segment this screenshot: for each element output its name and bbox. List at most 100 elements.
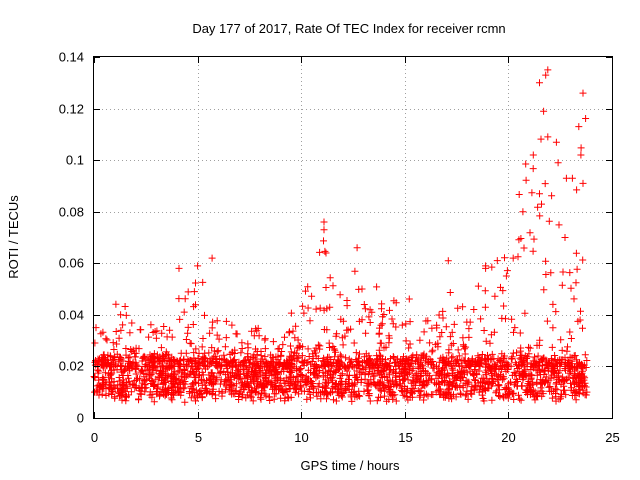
data-point: [572, 373, 580, 381]
data-point: [409, 373, 417, 381]
data-point: [446, 333, 454, 341]
data-point: [427, 359, 435, 367]
data-point: [184, 323, 192, 331]
data-point: [272, 390, 280, 398]
data-point: [428, 376, 436, 384]
data-point: [128, 319, 136, 327]
data-point: [275, 345, 283, 352]
data-point: [209, 385, 217, 393]
data-point: [246, 392, 254, 400]
data-point: [375, 346, 383, 354]
data-point: [570, 379, 578, 387]
data-point: [539, 355, 547, 363]
data-point: [232, 380, 240, 388]
x-tick-label: 20: [501, 430, 515, 445]
data-point: [478, 351, 486, 358]
data-point: [525, 343, 532, 351]
data-point: [190, 379, 198, 387]
data-point: [388, 391, 396, 399]
data-point: [293, 354, 301, 362]
data-point: [379, 368, 387, 376]
data-point: [481, 303, 489, 311]
data-point: [552, 397, 560, 405]
data-point: [149, 365, 157, 373]
data-point: [373, 381, 381, 389]
data-point: [188, 362, 196, 370]
data-point: [390, 354, 398, 362]
y-tick-label: 0.1: [66, 153, 84, 168]
data-point: [386, 306, 393, 314]
data-point: [482, 357, 490, 365]
data-point: [365, 357, 373, 365]
data-point: [106, 371, 114, 379]
data-point: [330, 396, 337, 404]
data-point: [342, 354, 350, 362]
data-point: [547, 388, 555, 395]
data-point: [435, 311, 443, 319]
data-point: [493, 371, 501, 379]
data-point: [582, 115, 590, 122]
data-point: [530, 235, 538, 243]
data-point: [376, 386, 384, 394]
data-point: [283, 357, 291, 365]
data-point: [476, 385, 484, 393]
data-point: [523, 359, 531, 367]
data-point: [540, 354, 547, 362]
data-point: [486, 339, 494, 347]
data-point: [160, 323, 168, 330]
data-point: [366, 319, 374, 326]
data-point: [287, 309, 295, 317]
data-point: [468, 390, 476, 398]
data-point: [334, 366, 342, 373]
data-point: [136, 326, 144, 334]
data-point: [514, 253, 522, 261]
data-point: [429, 346, 437, 354]
data-point: [124, 354, 132, 362]
data-point: [235, 396, 243, 403]
data-point: [553, 386, 561, 394]
data-point: [520, 244, 528, 252]
data-point: [406, 340, 414, 348]
data-point: [566, 328, 574, 336]
data-point: [148, 358, 156, 366]
data-point: [300, 387, 308, 395]
data-point: [447, 362, 455, 370]
data-point: [417, 362, 425, 370]
data-point: [522, 160, 530, 168]
data-point: [293, 373, 301, 381]
data-point: [330, 345, 338, 353]
data-point: [214, 347, 222, 355]
data-point: [444, 389, 452, 396]
data-point: [387, 390, 395, 398]
data-point: [381, 365, 388, 373]
data-point: [520, 367, 528, 375]
data-point: [546, 383, 554, 390]
data-point: [324, 359, 332, 367]
data-point: [581, 374, 589, 382]
data-point: [325, 353, 333, 361]
data-point: [155, 357, 163, 365]
data-point: [180, 384, 188, 392]
data-point: [306, 385, 313, 393]
data-point: [198, 375, 206, 383]
x-tick-label: 25: [605, 430, 619, 445]
data-point: [562, 366, 569, 374]
data-point: [448, 354, 455, 362]
data-point: [327, 374, 335, 382]
data-point: [356, 365, 364, 373]
data-point: [237, 349, 245, 357]
data-point: [192, 279, 199, 287]
data-point: [319, 368, 327, 376]
data-point: [199, 371, 207, 379]
data-point: [498, 314, 506, 322]
data-point: [337, 372, 345, 379]
data-point: [529, 151, 537, 159]
data-point: [122, 311, 130, 319]
data-point: [480, 327, 488, 334]
data-point: [316, 342, 324, 350]
data-point: [206, 374, 214, 382]
data-point: [192, 367, 200, 375]
x-tick-label: 0: [91, 430, 98, 445]
data-point: [280, 379, 288, 387]
data-point: [557, 336, 565, 344]
